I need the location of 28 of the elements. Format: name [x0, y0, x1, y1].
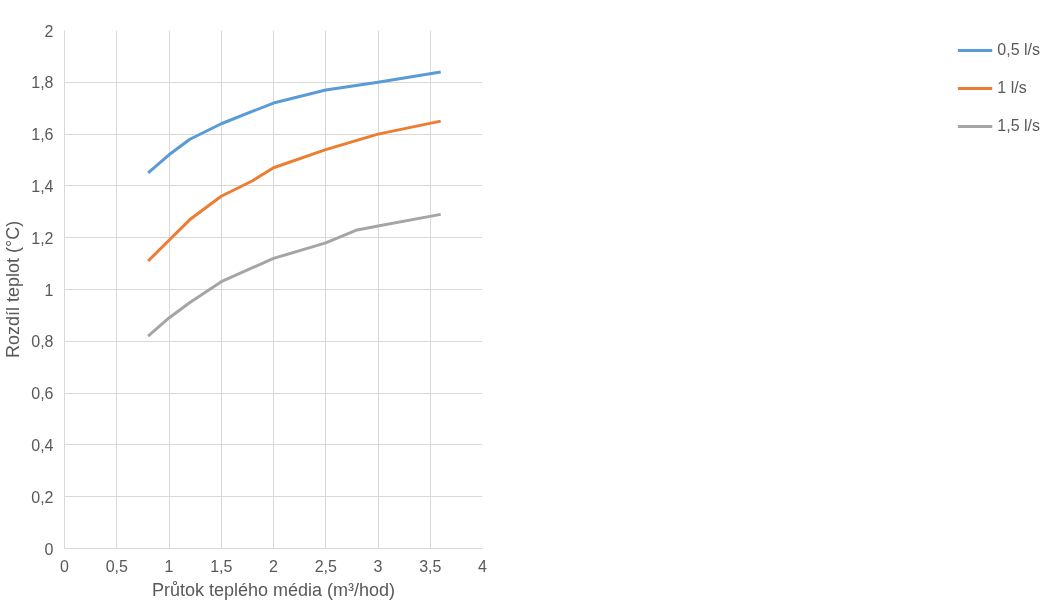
- y-tick-label: 1: [44, 281, 54, 299]
- x-tick-label: 2,5: [314, 557, 337, 575]
- y-tick-label: 0: [44, 540, 54, 558]
- x-tick-label: 0: [60, 557, 70, 575]
- y-tick-label: 1,8: [31, 74, 54, 92]
- x-axis-title: Průtok teplého média (m³/hod): [151, 579, 396, 600]
- x-tick-label: 3,5: [419, 557, 442, 575]
- y-axis-title: Rozdíl teplot (°C): [3, 220, 24, 359]
- x-tick-label: 2: [269, 557, 279, 575]
- y-tick-label: 0,4: [31, 436, 54, 454]
- y-tick-label: 0,8: [31, 333, 54, 351]
- legend-label: 1 l/s: [997, 79, 1027, 97]
- y-tick-label: 1,2: [31, 229, 54, 247]
- y-tick-label: 1,4: [31, 177, 54, 195]
- legend-label: 0,5 l/s: [997, 41, 1040, 59]
- line-series: [146, 70, 443, 175]
- x-tick-label: 4: [478, 557, 488, 575]
- x-tick-label: 3: [373, 557, 383, 575]
- x-tick-label: 1,5: [210, 557, 233, 575]
- y-tick-label: 0,6: [31, 385, 54, 403]
- x-tick-label: 1: [164, 557, 174, 575]
- y-tick-label: 2: [44, 22, 54, 40]
- line-series: [146, 212, 443, 338]
- y-tick-label: 0,2: [31, 488, 54, 506]
- line-series: [146, 119, 443, 263]
- x-tick-label: 0,5: [105, 557, 128, 575]
- legend-label: 1,5 l/s: [997, 117, 1040, 135]
- y-tick-label: 1,6: [31, 126, 54, 144]
